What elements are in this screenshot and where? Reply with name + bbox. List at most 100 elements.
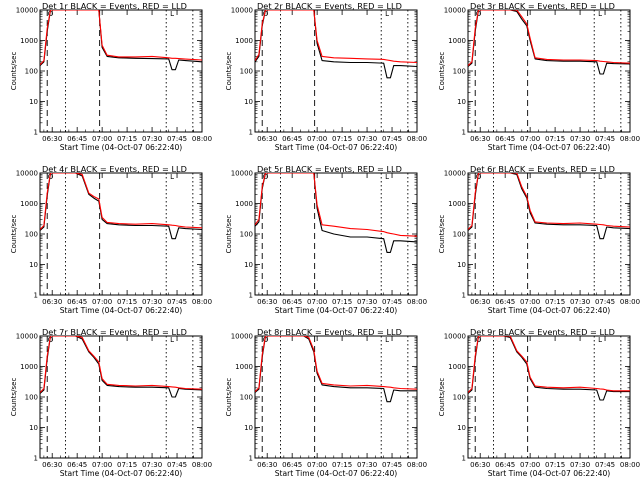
x-tick-label: 07:15 xyxy=(117,135,137,143)
x-axis-label: Start Time (04-Oct-07 06:22:40) xyxy=(60,143,183,152)
y-tick-label: 1000 xyxy=(235,363,253,371)
x-axis-label: Start Time (04-Oct-07 06:22:40) xyxy=(275,306,398,315)
chart-panel-7: Det 7r BLACK = Events, RED = LLD 1 10 100 10… xyxy=(10,327,212,478)
plot-frame xyxy=(467,335,631,459)
y-tick-label: 1 xyxy=(249,129,253,137)
y-tick-label: 10 xyxy=(457,424,466,432)
x-tick-label: 06:45 xyxy=(282,298,302,306)
y-axis-label: Counts/sec xyxy=(438,378,446,417)
x-tick-label: 07:15 xyxy=(545,135,565,143)
chart-panel-9: Det 9r BLACK = Events, RED = LLD 1 10 100 10… xyxy=(438,327,640,478)
chart-panel-8: Det 8r BLACK = Events, RED = LLD 1 10 100 10… xyxy=(225,327,427,478)
y-axis-label: Counts/sec xyxy=(438,52,446,91)
plot-frame xyxy=(467,9,631,133)
chart-panel-6: Det 6r BLACK = Events, RED = LLD 1 10 100 10… xyxy=(438,164,640,315)
events-series-line xyxy=(255,173,417,253)
y-axis-label: Counts/sec xyxy=(438,215,446,254)
x-tick-label: 07:30 xyxy=(142,298,162,306)
x-tick-label: 07:30 xyxy=(142,135,162,143)
plot-frame xyxy=(467,172,631,296)
chart-panel-4: Det 4r BLACK = Events, RED = LLD 1 10 100 10… xyxy=(10,164,212,315)
x-tick-label: 07:00 xyxy=(307,461,327,469)
x-tick-label: 06:30 xyxy=(257,298,277,306)
y-tick-label: 100 xyxy=(25,68,38,76)
x-axis-label: Start Time (04-Oct-07 06:22:40) xyxy=(488,306,611,315)
x-tick-label: 07:45 xyxy=(167,135,187,143)
x-tick-label: 08:00 xyxy=(620,461,640,469)
x-tick-label: 06:45 xyxy=(495,461,515,469)
x-tick-label: 06:45 xyxy=(282,461,302,469)
saa-marker-label: O xyxy=(48,10,54,18)
y-tick-label: 10000 xyxy=(231,7,253,15)
plot-frame xyxy=(39,172,203,296)
x-tick-label: 06:30 xyxy=(42,461,62,469)
x-tick-label: 07:45 xyxy=(382,298,402,306)
x-tick-label: 08:00 xyxy=(407,298,427,306)
lld-series-line xyxy=(255,10,417,64)
chart-panel-3: Det 3r BLACK = Events, RED = LLD 1 10 100 10… xyxy=(438,1,640,152)
x-tick-label: 08:00 xyxy=(192,298,212,306)
x-tick-label: 07:00 xyxy=(92,135,112,143)
x-tick-label: 07:45 xyxy=(595,298,615,306)
x-tick-label: 08:00 xyxy=(407,135,427,143)
y-tick-label: 10 xyxy=(244,424,253,432)
y-tick-label: 1 xyxy=(34,292,38,300)
x-tick-label: 06:45 xyxy=(495,135,515,143)
x-tick-label: 07:00 xyxy=(520,135,540,143)
y-axis-label: Counts/sec xyxy=(225,378,233,417)
x-tick-label: 06:30 xyxy=(42,135,62,143)
plot-frame xyxy=(39,9,203,133)
x-tick-label: 06:45 xyxy=(67,461,87,469)
interval-marker-label: L xyxy=(598,10,602,18)
interval-marker-label: L xyxy=(170,10,174,18)
events-series-line xyxy=(255,10,417,79)
y-tick-label: 1000 xyxy=(235,37,253,45)
interval-marker-label: L xyxy=(170,173,174,181)
x-tick-label: 08:00 xyxy=(192,135,212,143)
chart-title: Det 7r BLACK = Events, RED = LLD xyxy=(42,327,187,337)
y-tick-label: 100 xyxy=(25,394,38,402)
y-tick-label: 1000 xyxy=(235,200,253,208)
x-tick-label: 07:30 xyxy=(570,298,590,306)
lld-series-line xyxy=(468,10,630,66)
saa-marker-label: O xyxy=(263,336,269,344)
y-axis-label: Counts/sec xyxy=(225,52,233,91)
y-tick-label: 1 xyxy=(462,455,466,463)
x-tick-label: 07:00 xyxy=(92,298,112,306)
interval-marker-label: L xyxy=(598,173,602,181)
lld-series-line xyxy=(255,173,417,237)
lld-series-line xyxy=(468,173,630,230)
interval-marker-label: L xyxy=(598,336,602,344)
y-tick-label: 10 xyxy=(29,424,38,432)
y-axis-label: Counts/sec xyxy=(10,378,18,417)
x-tick-label: 07:15 xyxy=(545,461,565,469)
chart-panel-5: Det 5r BLACK = Events, RED = LLD 1 10 100 10… xyxy=(225,164,427,315)
y-axis-label: Counts/sec xyxy=(225,215,233,254)
saa-marker-label: O xyxy=(476,336,482,344)
y-axis-label: Counts/sec xyxy=(10,215,18,254)
y-tick-label: 1000 xyxy=(20,37,38,45)
events-series-line xyxy=(40,336,202,398)
x-tick-label: 07:15 xyxy=(117,298,137,306)
lld-series-line xyxy=(40,336,202,393)
lld-series-line xyxy=(40,10,202,66)
chart-title: Det 1r BLACK = Events, RED = LLD xyxy=(42,1,187,11)
y-tick-label: 10 xyxy=(244,261,253,269)
lld-series-line xyxy=(40,173,202,230)
y-tick-label: 10000 xyxy=(16,170,38,178)
x-tick-label: 08:00 xyxy=(192,461,212,469)
interval-marker-label: L xyxy=(385,173,389,181)
y-tick-label: 1 xyxy=(34,455,38,463)
y-tick-label: 1 xyxy=(249,455,253,463)
y-tick-label: 100 xyxy=(240,231,253,239)
y-tick-label: 1000 xyxy=(448,363,466,371)
chart-title: Det 4r BLACK = Events, RED = LLD xyxy=(42,164,187,174)
saa-marker-label: O xyxy=(476,173,482,181)
plot-frame xyxy=(254,335,418,459)
x-tick-label: 07:45 xyxy=(167,461,187,469)
events-series-line xyxy=(40,173,202,240)
x-tick-label: 06:30 xyxy=(42,298,62,306)
chart-title: Det 2r BLACK = Events, RED = LLD xyxy=(257,1,402,11)
x-tick-label: 07:30 xyxy=(357,298,377,306)
chart-panel-2: Det 2r BLACK = Events, RED = LLD 1 10 100 10… xyxy=(225,1,427,152)
